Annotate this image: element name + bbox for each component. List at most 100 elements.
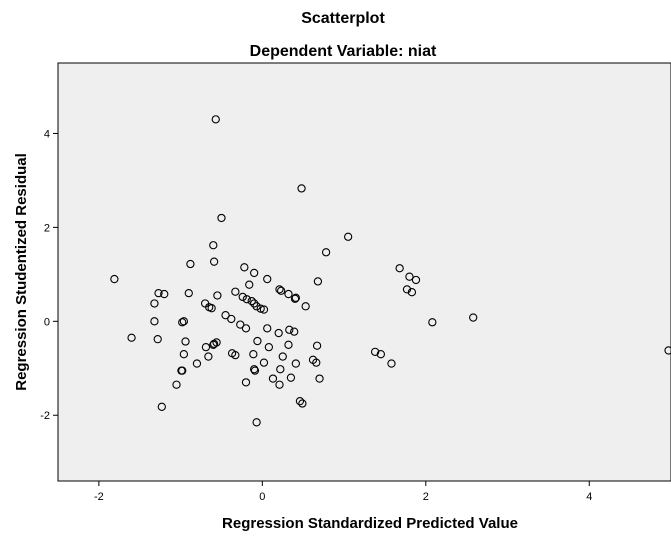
data-point	[395, 264, 404, 273]
data-point	[213, 291, 222, 300]
data-point	[177, 366, 186, 375]
data-point	[250, 299, 259, 308]
data-point	[264, 342, 274, 352]
data-point	[236, 320, 245, 329]
x-tick-label: 4	[586, 491, 592, 503]
data-point	[153, 335, 162, 344]
data-point	[376, 350, 385, 359]
data-point	[150, 317, 159, 326]
data-point	[321, 248, 331, 257]
data-points	[110, 115, 671, 427]
data-point	[250, 365, 259, 374]
data-point	[150, 299, 159, 308]
chart-title: Scatterplot	[301, 10, 385, 27]
data-point	[469, 313, 478, 322]
data-point	[664, 346, 671, 355]
data-point	[259, 305, 269, 314]
data-point	[242, 295, 251, 304]
chart-subtitle: Dependent Variable: niat	[250, 43, 437, 60]
data-point	[157, 402, 166, 411]
data-point	[268, 374, 278, 383]
data-point	[259, 358, 269, 367]
data-point	[291, 359, 300, 368]
data-point	[178, 318, 187, 327]
data-point	[110, 274, 119, 284]
data-point	[405, 272, 414, 281]
data-point	[172, 380, 181, 389]
data-point	[181, 337, 190, 346]
y-tick-label: 0	[44, 316, 50, 328]
data-point	[184, 288, 193, 298]
y-axis-label: Regression Studentized Residual	[13, 153, 30, 391]
y-tick-label: -2	[40, 410, 50, 422]
data-point	[250, 268, 259, 278]
data-point	[263, 324, 272, 333]
data-point	[344, 232, 353, 241]
data-point	[249, 350, 258, 359]
data-point	[192, 359, 202, 368]
data-point	[275, 380, 284, 389]
data-point	[285, 325, 294, 334]
data-point	[207, 304, 216, 313]
data-point	[387, 359, 396, 368]
data-point	[241, 324, 251, 333]
x-axis-label: Regression Standardized Predicted Value	[222, 515, 518, 532]
x-tick-label: 0	[259, 491, 265, 503]
data-point	[312, 358, 321, 367]
data-point	[256, 304, 265, 313]
data-point	[231, 350, 240, 360]
data-point	[301, 302, 310, 311]
data-point	[286, 373, 296, 382]
x-tick-label: -2	[94, 491, 104, 503]
data-point	[315, 374, 324, 383]
data-point	[201, 342, 211, 352]
data-point	[428, 318, 437, 327]
data-point	[241, 378, 251, 387]
data-point	[411, 275, 421, 285]
data-point	[245, 280, 254, 289]
data-point	[263, 274, 272, 284]
data-point	[407, 288, 417, 297]
data-point	[253, 336, 262, 346]
data-point	[297, 184, 306, 193]
data-point	[276, 365, 285, 374]
data-point	[275, 285, 284, 294]
y-tick-label: 2	[44, 222, 50, 234]
data-point	[186, 259, 195, 269]
data-point	[252, 302, 261, 311]
data-point	[204, 352, 213, 361]
data-point	[179, 317, 189, 326]
data-point	[231, 287, 240, 296]
data-point	[312, 341, 322, 350]
data-point	[240, 263, 249, 272]
data-point	[179, 350, 189, 359]
data-point	[221, 311, 230, 320]
data-point	[370, 347, 380, 356]
data-point	[227, 314, 236, 324]
data-point	[278, 352, 287, 361]
plot-area	[57, 62, 671, 482]
data-point	[217, 213, 226, 223]
data-point	[284, 289, 293, 299]
data-point	[209, 340, 218, 349]
data-point	[250, 366, 260, 375]
data-point	[252, 418, 261, 427]
data-point	[290, 327, 299, 336]
data-point	[313, 277, 323, 286]
data-point	[284, 340, 293, 349]
axis-ticks: -2 0 2 4 -2 0 2 4	[40, 128, 592, 503]
data-point	[291, 293, 300, 302]
data-point	[211, 115, 220, 124]
data-point	[209, 257, 219, 266]
x-tick-label: 2	[423, 491, 429, 503]
data-point	[295, 397, 305, 406]
data-point	[127, 333, 136, 342]
y-tick-label: 4	[44, 128, 50, 140]
data-point	[154, 288, 163, 298]
data-point	[290, 294, 300, 303]
data-point	[160, 289, 169, 299]
data-point	[298, 399, 307, 408]
data-point	[238, 292, 247, 302]
data-point	[274, 328, 283, 338]
